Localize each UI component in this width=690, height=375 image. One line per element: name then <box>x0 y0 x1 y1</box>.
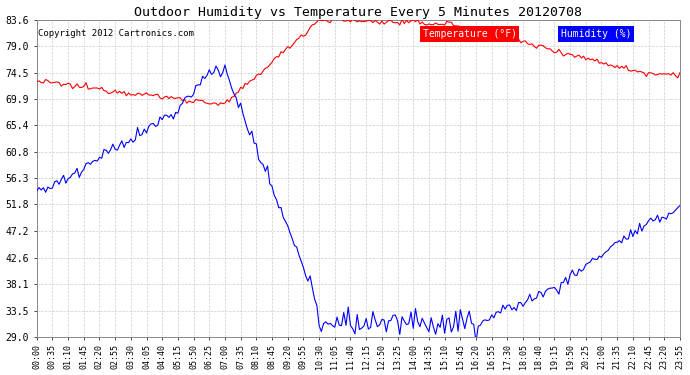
Text: Humidity (%): Humidity (%) <box>561 29 631 39</box>
Text: Temperature (°F): Temperature (°F) <box>423 29 517 39</box>
Title: Outdoor Humidity vs Temperature Every 5 Minutes 20120708: Outdoor Humidity vs Temperature Every 5 … <box>135 6 582 18</box>
Text: Copyright 2012 Cartronics.com: Copyright 2012 Cartronics.com <box>38 29 194 38</box>
